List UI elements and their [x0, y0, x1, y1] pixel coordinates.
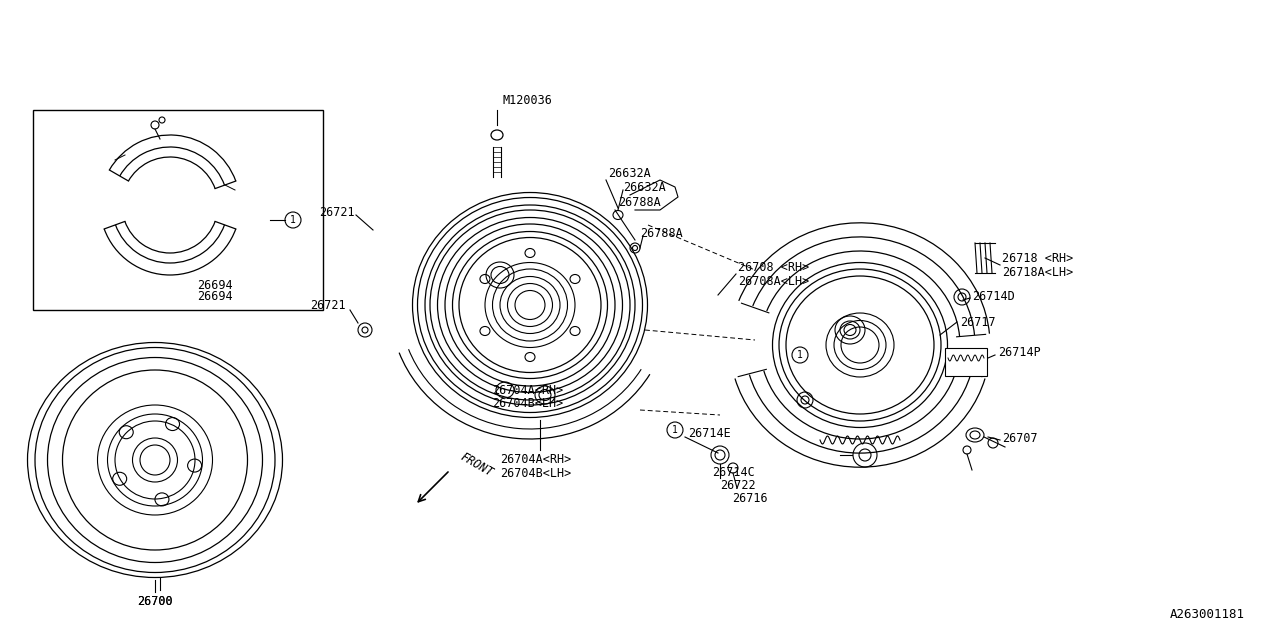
Text: 26704B<LH>: 26704B<LH>	[500, 467, 571, 480]
Text: 26632A: 26632A	[608, 166, 650, 179]
Text: 26788A: 26788A	[640, 227, 682, 239]
Text: 26704B<LH>: 26704B<LH>	[492, 397, 563, 410]
Text: 26717: 26717	[960, 316, 996, 328]
Bar	[33, 110, 323, 310]
Text: 26721: 26721	[320, 205, 355, 218]
Text: 1: 1	[291, 215, 296, 225]
Text: 26714E: 26714E	[689, 426, 731, 440]
Text: 26704A<RH>: 26704A<RH>	[492, 383, 563, 397]
Text: 26708 <RH>: 26708 <RH>	[739, 260, 809, 273]
Text: A263001181: A263001181	[1170, 609, 1245, 621]
Text: 26708A<LH>: 26708A<LH>	[739, 275, 809, 287]
Text: 26694: 26694	[197, 289, 233, 303]
Text: 26704A<RH>: 26704A<RH>	[500, 453, 571, 466]
Text: 26694: 26694	[197, 278, 233, 291]
Text: 26721: 26721	[310, 298, 346, 312]
Text: 1: 1	[797, 350, 803, 360]
Text: FRONT: FRONT	[458, 451, 495, 479]
Text: 1: 1	[672, 425, 678, 435]
Text: 26714C: 26714C	[712, 465, 755, 479]
Text: 26718 <RH>: 26718 <RH>	[1002, 252, 1073, 264]
Text: 26714P: 26714P	[998, 346, 1041, 358]
Text: 26707: 26707	[1002, 431, 1038, 445]
Text: 26700: 26700	[137, 595, 173, 608]
Text: M120036: M120036	[502, 94, 552, 107]
Text: 26714D: 26714D	[972, 289, 1015, 303]
Text: 26718A<LH>: 26718A<LH>	[1002, 266, 1073, 278]
Text: 26716: 26716	[732, 492, 768, 504]
Text: 26788A: 26788A	[618, 195, 660, 209]
Text: 26700: 26700	[137, 595, 173, 608]
Bar	[945, 348, 987, 376]
Text: 26722: 26722	[721, 479, 755, 492]
Text: 26632A: 26632A	[623, 180, 666, 193]
